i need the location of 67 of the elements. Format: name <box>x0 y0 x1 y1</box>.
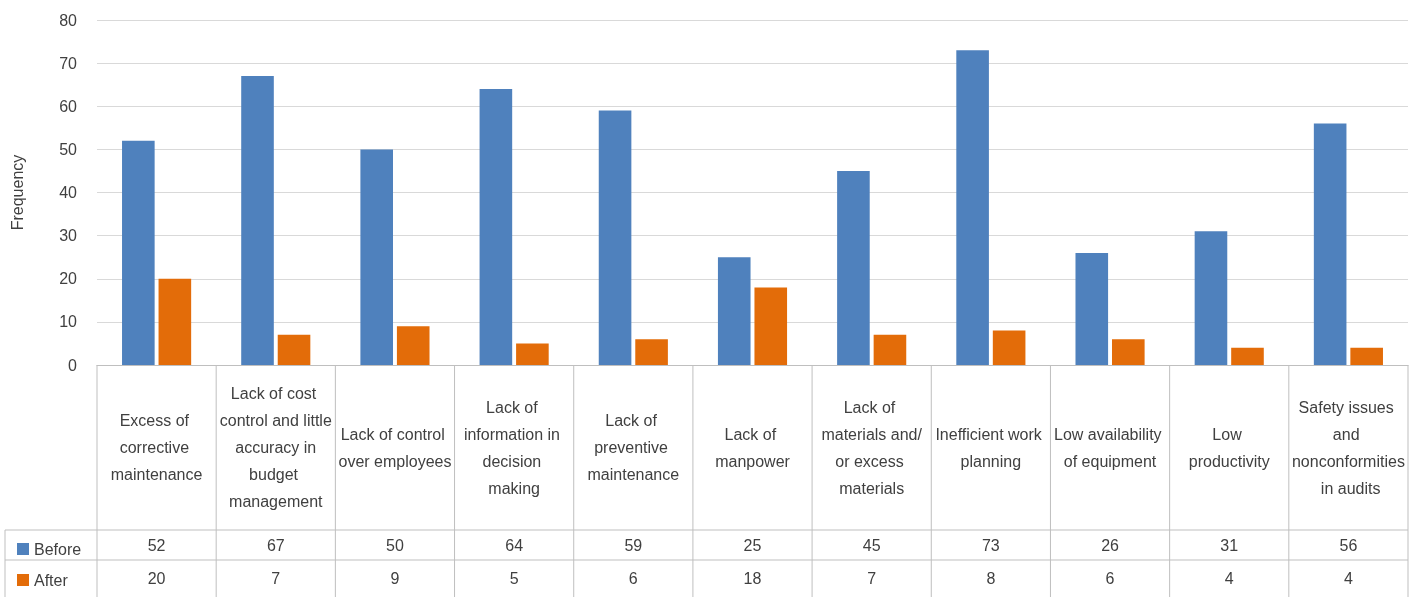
y-tick-label: 50 <box>59 140 78 158</box>
data-label: 45 <box>862 536 881 554</box>
data-label: 50 <box>386 536 404 554</box>
bar <box>122 140 155 365</box>
data-label: 25 <box>743 536 762 554</box>
data-label: 6 <box>628 570 638 587</box>
x-tick-label: Lack of manpower <box>715 425 791 470</box>
data-label: 20 <box>147 570 166 587</box>
data-label: 64 <box>505 536 524 554</box>
x-tick-label: Excess of corrective maintenance <box>110 412 203 483</box>
x-tick-label: Inefficient work planning <box>935 425 1047 470</box>
x-tick-label: Safety issues and nonconformities in audits <box>1291 398 1405 497</box>
data-label: 8 <box>986 570 996 587</box>
y-tick-label: 60 <box>59 97 78 115</box>
data-label: 7 <box>867 570 877 587</box>
data-label: 73 <box>981 536 1000 554</box>
y-tick-label: 20 <box>59 270 78 288</box>
bar <box>956 50 989 365</box>
bar <box>992 330 1026 365</box>
data-label: 59 <box>624 536 643 554</box>
data-label: 6 <box>1105 570 1115 587</box>
bar <box>598 110 632 365</box>
data-label: 4 <box>1343 570 1353 587</box>
bar <box>277 334 311 365</box>
x-tick-label: Low availability of equipment <box>1054 425 1167 470</box>
bar <box>396 326 430 365</box>
legend-label: After <box>34 571 69 589</box>
data-label: 56 <box>1339 536 1358 554</box>
y-tick-label: 70 <box>59 54 78 72</box>
bar <box>1194 231 1228 365</box>
legend-label: Before <box>34 540 82 558</box>
bar <box>241 76 274 365</box>
y-tick-label: 10 <box>59 313 78 331</box>
bar <box>360 149 393 365</box>
x-tick-label: Lack of control over employees <box>338 425 452 470</box>
x-tick-label: Lack of cost control and little accuracy in budget management <box>219 385 332 510</box>
y-axis-title: Frequency <box>8 154 26 231</box>
x-tick-label: Lack of information in decision making <box>463 398 565 497</box>
x-tick-label: Lack of preventive maintenance <box>587 412 680 483</box>
y-tick-label: 80 <box>59 11 78 29</box>
bar <box>479 89 513 365</box>
x-tick-label: Lack of materials and/or excess materials <box>821 398 923 497</box>
bar <box>158 278 192 365</box>
data-label: 9 <box>390 570 400 587</box>
y-tick-label: 0 <box>68 356 78 374</box>
bar <box>837 170 870 365</box>
bar <box>1112 339 1145 365</box>
bar <box>1231 347 1264 365</box>
y-tick-label: 30 <box>59 227 78 245</box>
data-label: 7 <box>271 570 281 587</box>
bar <box>1075 252 1109 365</box>
y-tick-label: 40 <box>59 184 78 201</box>
bar <box>717 257 751 365</box>
x-tick-label: Low productivity <box>1188 425 1270 470</box>
bar <box>1313 123 1347 365</box>
data-label: 5 <box>509 570 519 587</box>
bar <box>635 339 668 365</box>
bar <box>754 287 788 365</box>
bar <box>873 334 907 365</box>
data-label: 26 <box>1101 536 1120 554</box>
data-label: 18 <box>743 570 762 587</box>
data-label: 52 <box>147 536 166 554</box>
data-label: 67 <box>266 536 285 554</box>
data-label: 4 <box>1224 570 1234 587</box>
bar <box>1350 347 1383 365</box>
bar <box>516 343 549 365</box>
data-label: 31 <box>1220 536 1239 554</box>
